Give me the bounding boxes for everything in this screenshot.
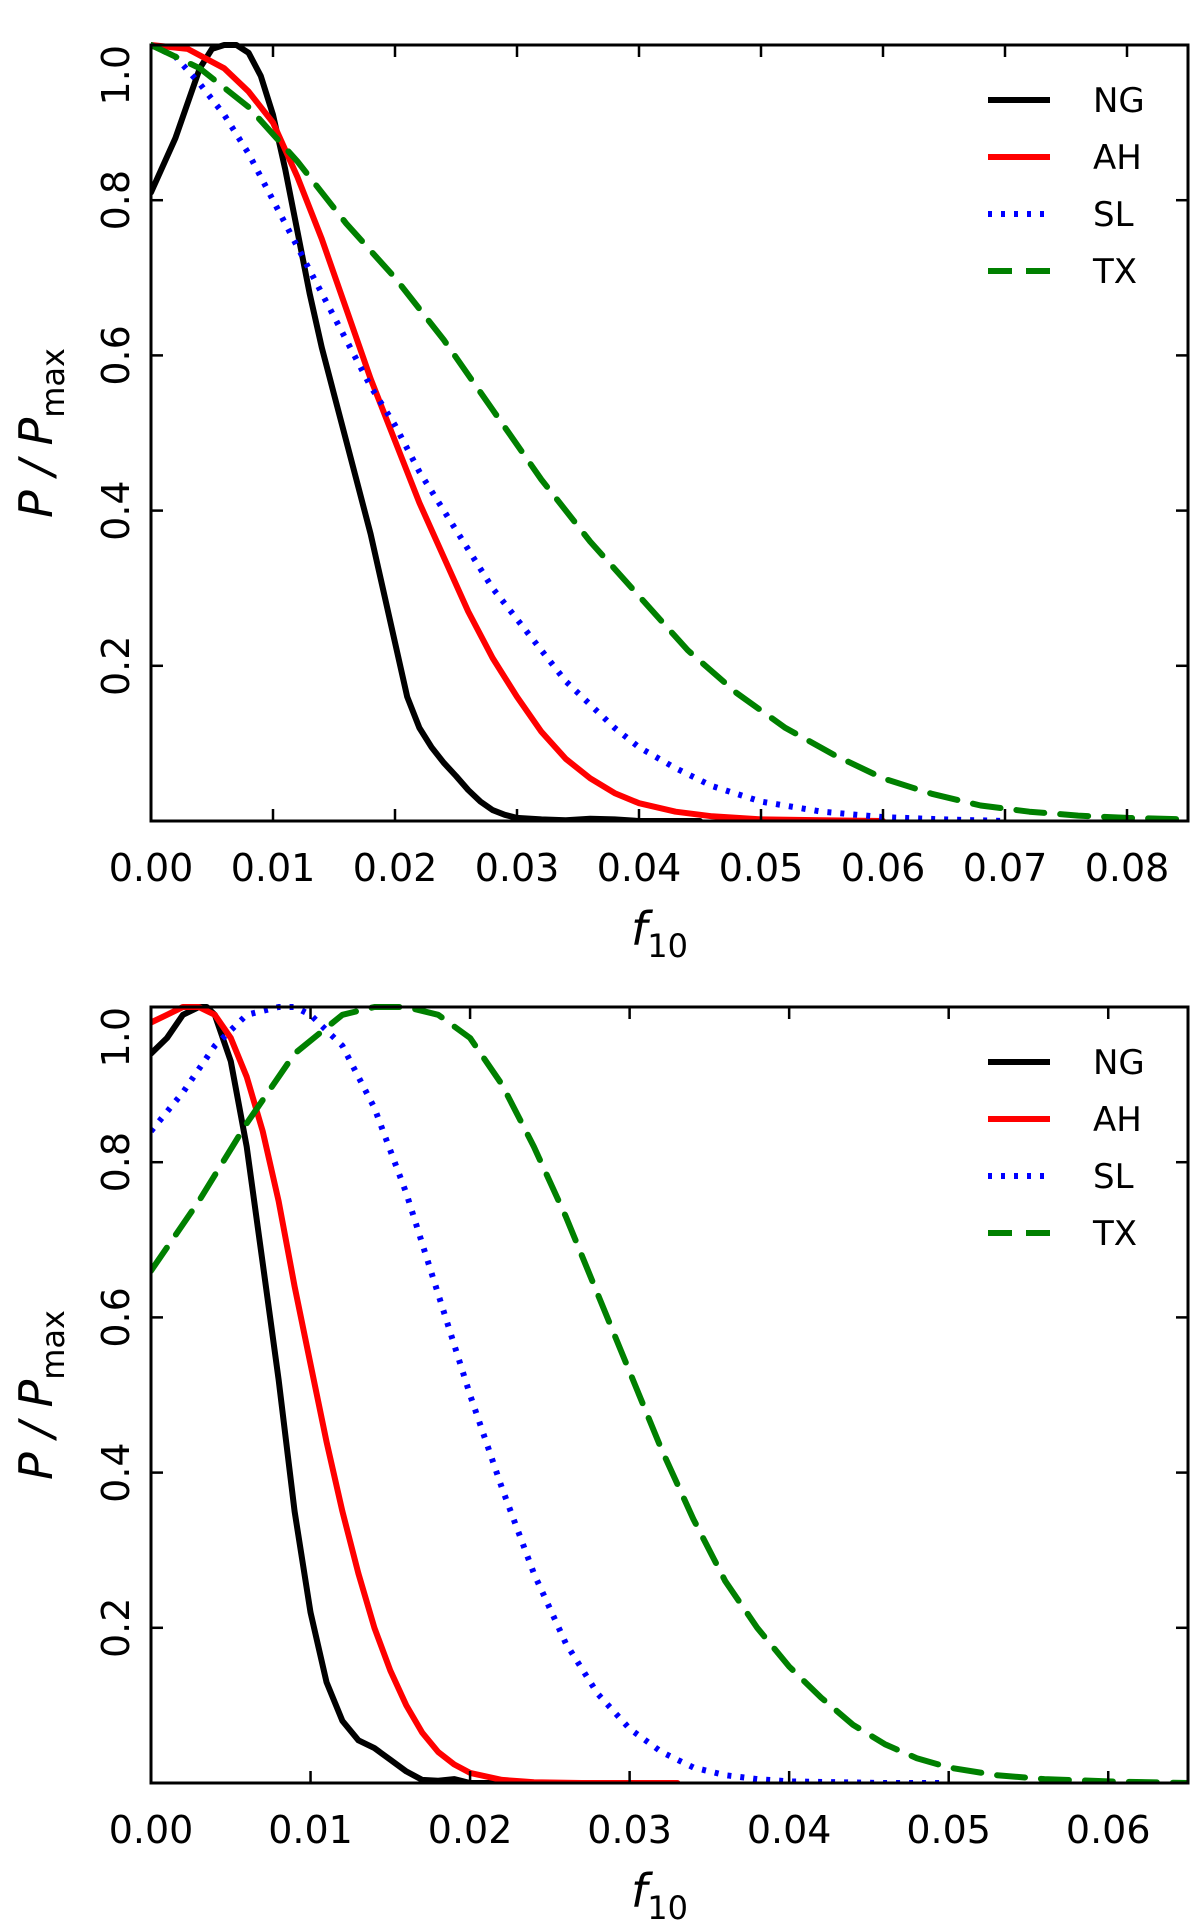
x-tick-label: 0.03	[587, 1808, 672, 1852]
series-line-ah	[151, 42, 886, 821]
legend-label-tx: TX	[1092, 252, 1137, 292]
x-tick-label: 0.05	[906, 1808, 991, 1852]
y-tick-label: 0.6	[94, 325, 138, 385]
x-tick-label: 0.02	[428, 1808, 513, 1852]
y-tick-label: 0.4	[94, 480, 138, 540]
legend: NG AH SL TX	[988, 1043, 1145, 1254]
bottom-panel: 0.00 0.01 0.02 0.03 0.04 0.05 0.06 0.2 0.4 0.6 0.8…	[9, 1004, 1190, 1920]
x-tick-label: 0.04	[597, 846, 682, 890]
x-axis-label: f10	[631, 1864, 688, 1920]
y-tick-label: 1.0	[94, 45, 138, 105]
x-tick-label: 0.02	[353, 846, 438, 890]
x-tick-label: 0.07	[963, 846, 1048, 890]
series-line-tx	[151, 42, 1188, 821]
y-tick-label: 0.6	[94, 1287, 138, 1347]
plot-frame	[149, 1005, 1190, 1785]
series-line-ng	[151, 42, 703, 821]
y-tick-label: 0.8	[94, 170, 138, 230]
series-line-ng	[151, 1004, 505, 1783]
top-panel: 0.00 0.01 0.02 0.03 0.04 0.05 0.06 0.07 0.08 0.2 0…	[9, 42, 1190, 965]
series-line-sl	[151, 1004, 949, 1783]
series-lines	[151, 1004, 1188, 1783]
x-tick-label: 0.00	[109, 846, 194, 890]
series-line-sl	[151, 42, 1006, 821]
legend: NG AH SL TX	[988, 81, 1145, 292]
legend-label-tx: TX	[1092, 1214, 1137, 1254]
legend-label-sl: SL	[1093, 195, 1134, 235]
y-axis-label: P / Pmax	[9, 1310, 72, 1480]
y-tick-label: 1.0	[94, 1007, 138, 1067]
y-tick-label: 0.4	[94, 1442, 138, 1502]
x-tick-label: 0.05	[719, 846, 804, 890]
y-tick-label: 0.2	[94, 1598, 138, 1658]
x-tick-label: 0.00	[109, 1808, 194, 1852]
series-line-tx	[151, 1004, 1188, 1783]
x-tick-label: 0.06	[1066, 1808, 1151, 1852]
series-lines	[151, 42, 1188, 821]
legend-label-ng: NG	[1093, 81, 1145, 121]
legend-label-ah: AH	[1093, 1100, 1142, 1140]
x-axis-label: f10	[631, 902, 688, 965]
x-tick-label: 0.04	[747, 1808, 832, 1852]
y-tick-label: 0.2	[94, 636, 138, 696]
legend-label-ng: NG	[1093, 1043, 1145, 1083]
x-tick-label: 0.08	[1085, 846, 1170, 890]
series-line-ah	[151, 1004, 681, 1783]
x-tick-label: 0.03	[475, 846, 560, 890]
legend-label-sl: SL	[1093, 1157, 1134, 1197]
y-tick-label: 0.8	[94, 1132, 138, 1192]
x-tick-label: 0.06	[841, 846, 926, 890]
y-axis-label: P / Pmax	[9, 348, 72, 518]
plot-frame	[149, 43, 1190, 823]
x-tick-label: 0.01	[268, 1808, 353, 1852]
legend-label-ah: AH	[1093, 138, 1142, 178]
x-tick-label: 0.01	[231, 846, 316, 890]
